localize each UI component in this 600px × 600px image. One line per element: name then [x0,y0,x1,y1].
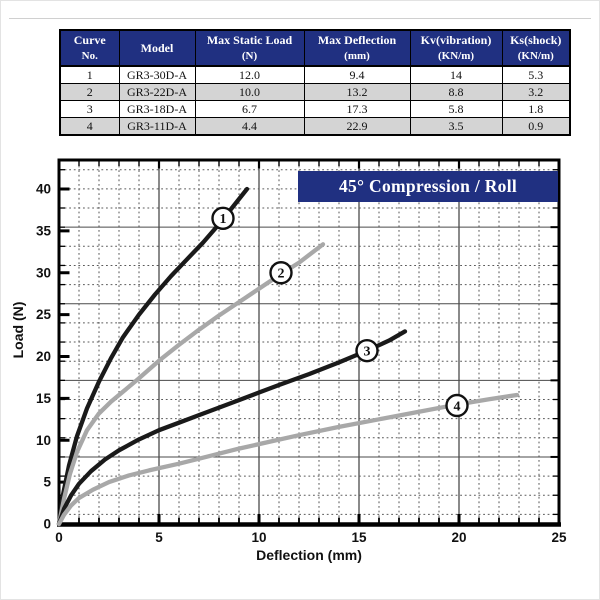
table-cell: 6.7 [194,100,305,118]
y-tick-label: 0 [43,517,51,532]
x-tick-label: 10 [251,530,266,545]
header-line1: Model [140,40,174,55]
curve-4-marker [445,393,469,418]
curve-4 [56,392,520,527]
x-tick-label: 15 [351,530,367,545]
curve-3-marker [355,338,379,363]
header-cell-3: Max Deflection (mm) [303,29,411,67]
table-cell: 22.9 [303,117,411,136]
y-tick-label: 5 [43,475,51,490]
header-line2: (mm) [344,50,370,62]
chart-title: 45° Compression / Roll [298,171,558,202]
y-tick-label: 10 [36,433,51,448]
header-line1: Curve [73,33,106,47]
x-tick-label: 25 [551,530,567,545]
header-cell-4: Kv(vibration) (KN/m) [409,29,503,67]
header-line1: Max Static Load [206,33,293,47]
table-cell: 17.3 [303,100,411,118]
curve-1 [56,186,250,527]
table-row: 3 GR3-18D-A 6.7 17.3 5.8 1.8 [59,100,571,118]
y-tick-label: 20 [36,349,51,364]
y-tick-label: 15 [36,391,52,406]
curve-2-marker-number: 2 [278,267,285,282]
curve-3-marker-number: 3 [364,344,371,359]
header-cell-5: Ks(shock) (KN/m) [501,29,571,67]
y-tick-label: 35 [36,223,52,238]
header-line1: Kv(vibration) [420,33,492,47]
x-tick-label: 0 [55,530,63,545]
table-cell: GR3-11D-A [118,117,196,136]
curve-3 [56,329,408,527]
header-line2: (N) [241,50,258,62]
table-cell: 4.4 [194,117,305,136]
header-line2: No. [81,50,98,62]
header-line2: (KN/m) [437,50,475,62]
table-cell: 3.5 [409,117,503,136]
curve-1-marker-number: 1 [220,212,227,227]
top-divider [9,18,591,19]
y-tick-label: 25 [36,307,52,322]
y-tick-label: 40 [36,182,51,197]
table-cell: GR3-22D-A [118,83,196,101]
curve-2 [56,242,326,527]
spec-table-body: 1 GR3-30D-A 12.0 9.4 14 5.3 2 GR3-22D-A 10.0 13.2… [59,65,571,136]
header-line1: Ks(shock) [510,33,562,47]
spec-table-header: Curve No. Model Max Static Load (N) Max Defle… [59,29,571,67]
table-row: 1 GR3-30D-A 12.0 9.4 14 5.3 [59,65,571,84]
header-cell-2: Max Static Load (N) [194,29,305,67]
table-cell: 1.8 [501,100,571,118]
table-row: 4 GR3-11D-A 4.4 22.9 3.5 0.9 [59,117,571,136]
curve-2-marker [269,261,293,285]
y-axis-label: Load (N) [10,301,26,359]
curve-4-marker-number: 4 [454,399,461,414]
y-tick-label: 30 [36,265,51,280]
x-tick-label: 20 [451,530,466,545]
header-row: Curve No. Model Max Static Load (N) Max Defle… [59,29,571,67]
header-line1: Max Deflection [317,33,397,47]
spec-table: Curve No. Model Max Static Load (N) Max Defle… [59,29,571,136]
table-row: 2 GR3-22D-A 10.0 13.2 8.8 3.2 [59,83,571,101]
header-cell-1: Model [118,29,196,67]
table-cell: GR3-18D-A [118,100,196,118]
x-tick-label: 5 [155,530,163,545]
table-cell: 5.8 [409,100,503,118]
curve-1-marker [211,206,235,231]
table-cell: 0.9 [501,117,571,136]
x-axis-label: Deflection (mm) [256,547,362,563]
header-line2: (KN/m) [517,50,554,62]
